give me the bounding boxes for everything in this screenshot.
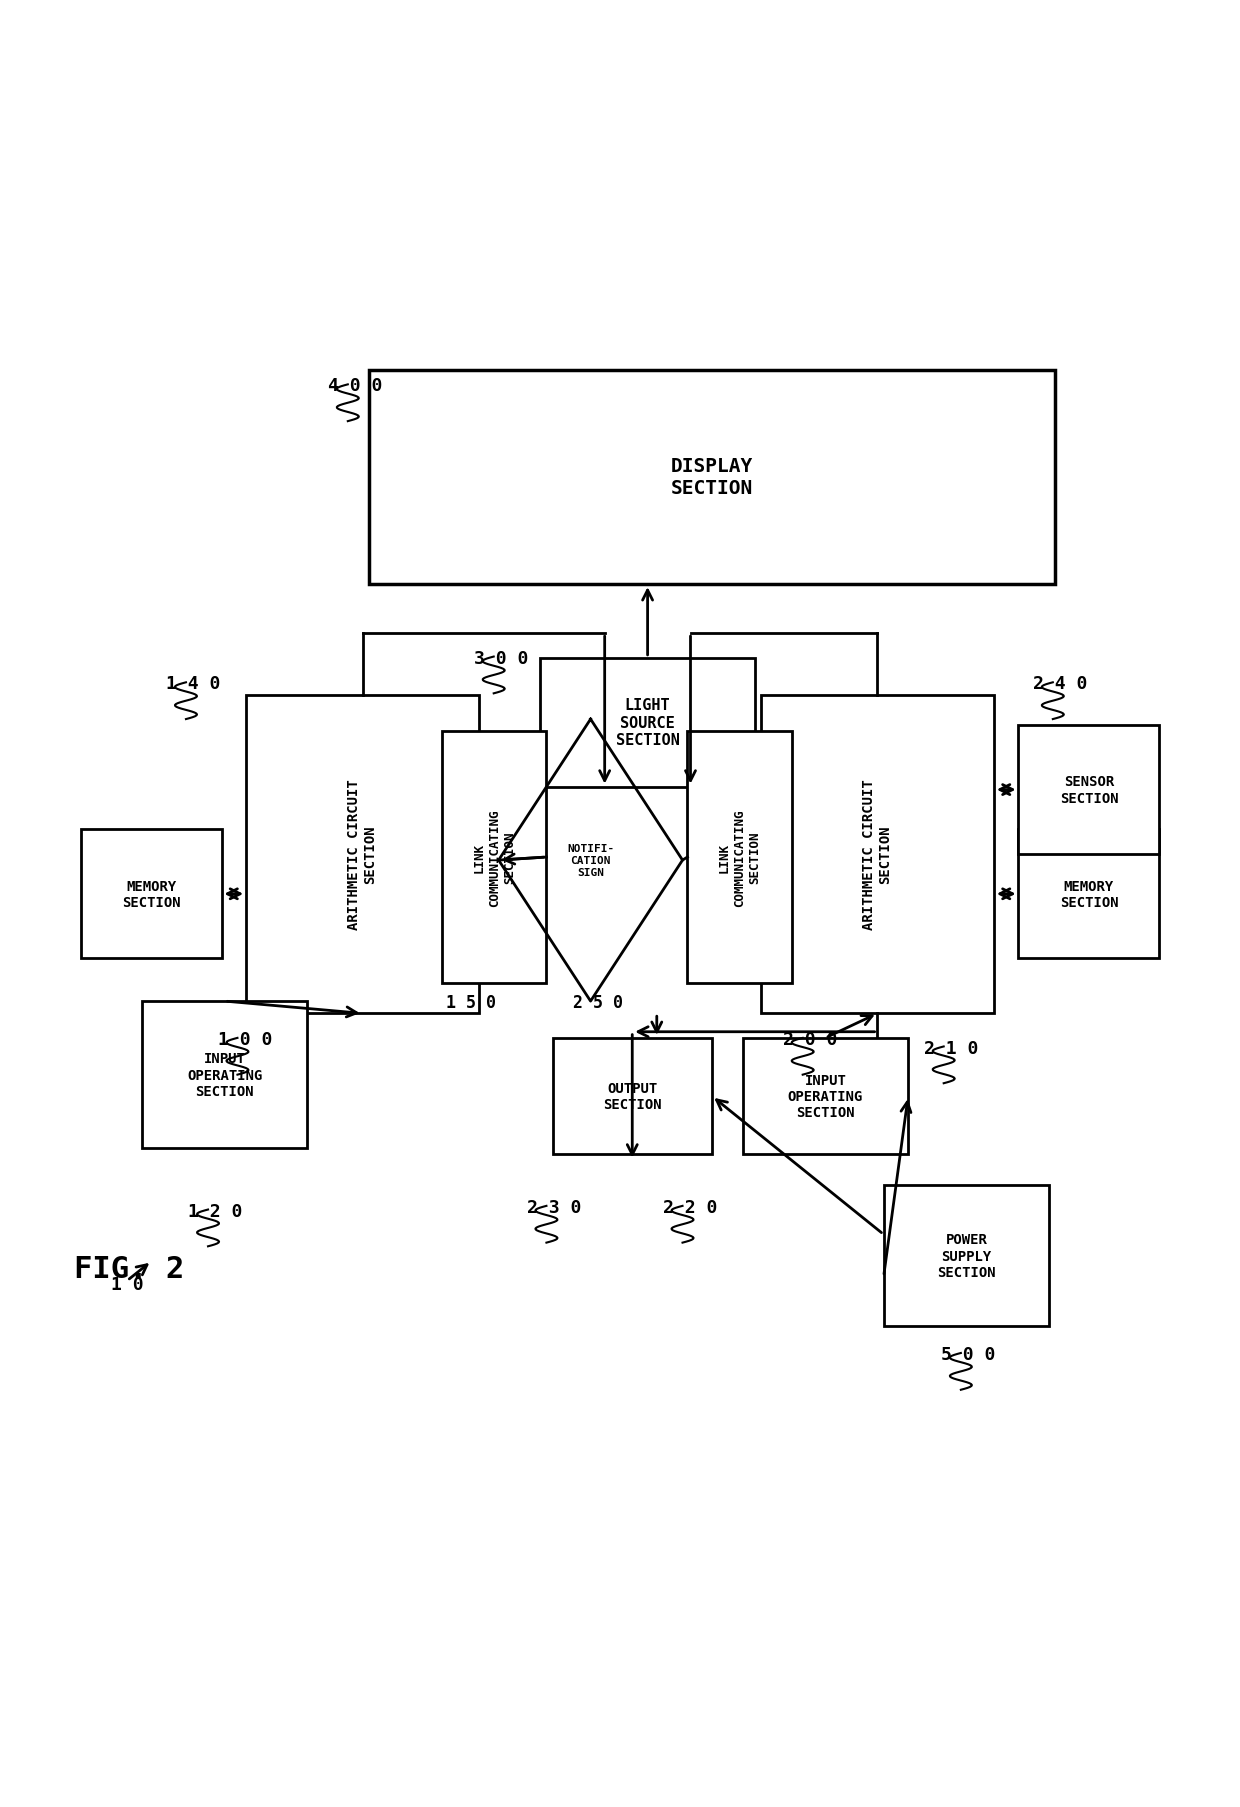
Text: LINK
COMMUNICATING
SECTION: LINK COMMUNICATING SECTION — [718, 810, 761, 907]
Text: 2 5 0: 2 5 0 — [573, 994, 624, 1012]
Text: ARITHMETIC CIRCUIT
SECTION: ARITHMETIC CIRCUIT SECTION — [862, 779, 893, 931]
Text: 1 2 0: 1 2 0 — [188, 1202, 243, 1220]
Bar — [687, 732, 791, 983]
Text: MEMORY
SECTION: MEMORY SECTION — [1060, 880, 1118, 909]
Text: INPUT
OPERATING
SECTION: INPUT OPERATING SECTION — [187, 1052, 263, 1099]
Text: 1 4 0: 1 4 0 — [166, 676, 221, 694]
Bar — [246, 696, 479, 1014]
Bar — [1018, 726, 1159, 855]
Text: NOTIFI-
CATION
SIGN: NOTIFI- CATION SIGN — [567, 844, 614, 876]
Text: 2 0 0: 2 0 0 — [784, 1030, 837, 1048]
Bar — [1018, 829, 1159, 960]
Text: DISPLAY
SECTION: DISPLAY SECTION — [671, 457, 753, 499]
Text: INPUT
OPERATING
SECTION: INPUT OPERATING SECTION — [787, 1073, 863, 1120]
Bar — [368, 370, 1055, 585]
Text: OUTPUT
SECTION: OUTPUT SECTION — [603, 1081, 662, 1111]
Text: FIG. 2: FIG. 2 — [74, 1254, 185, 1283]
Bar — [743, 1039, 908, 1155]
Text: LIGHT
SOURCE
SECTION: LIGHT SOURCE SECTION — [615, 698, 680, 748]
Bar — [884, 1185, 1049, 1326]
Text: 3 0 0: 3 0 0 — [474, 649, 528, 667]
Text: SENSOR
SECTION: SENSOR SECTION — [1060, 775, 1118, 806]
Text: 4 0 0: 4 0 0 — [329, 378, 383, 396]
Bar — [541, 658, 755, 788]
Bar — [81, 829, 222, 960]
Text: LINK
COMMUNICATING
SECTION: LINK COMMUNICATING SECTION — [472, 810, 516, 907]
Text: 2 3 0: 2 3 0 — [527, 1198, 582, 1216]
Text: MEMORY
SECTION: MEMORY SECTION — [122, 880, 180, 909]
Text: 1 5 0: 1 5 0 — [446, 994, 496, 1012]
Text: 2 1 0: 2 1 0 — [924, 1039, 978, 1057]
Text: 2 4 0: 2 4 0 — [1033, 676, 1087, 694]
Text: 2 2 0: 2 2 0 — [663, 1198, 717, 1216]
Bar — [141, 1001, 308, 1149]
Bar — [553, 1039, 712, 1155]
Bar — [761, 696, 994, 1014]
Text: 1 0: 1 0 — [112, 1276, 144, 1294]
Text: ARITHMETIC CIRCUIT
SECTION: ARITHMETIC CIRCUIT SECTION — [347, 779, 378, 931]
Text: 5 0 0: 5 0 0 — [941, 1346, 996, 1362]
Text: 1 0 0: 1 0 0 — [218, 1030, 273, 1048]
Bar — [443, 732, 547, 983]
Text: POWER
SUPPLY
SECTION: POWER SUPPLY SECTION — [937, 1232, 996, 1279]
